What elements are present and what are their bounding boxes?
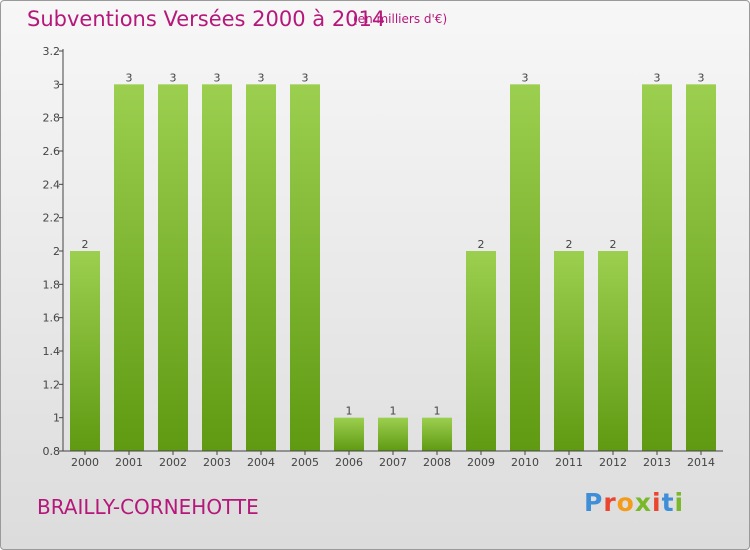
bar <box>642 84 672 451</box>
logo-letter: i <box>652 488 662 517</box>
bar <box>378 417 408 451</box>
x-tick-label: 2014 <box>687 456 715 469</box>
x-tick-label: 2000 <box>71 456 99 469</box>
bar <box>686 84 716 451</box>
x-tick-label: 2008 <box>423 456 451 469</box>
x-tick-label: 2006 <box>335 456 363 469</box>
data-label: 3 <box>170 71 177 84</box>
logo-letter: o <box>616 488 635 517</box>
y-tick-label: 2.4 <box>43 178 61 191</box>
logo-letter: x <box>634 488 652 517</box>
x-tick-label: 2004 <box>247 456 275 469</box>
y-tick-label: 1.2 <box>43 378 61 391</box>
y-tick-label: 1.8 <box>43 278 61 291</box>
bar <box>158 84 188 451</box>
x-tick-label: 2010 <box>511 456 539 469</box>
y-tick-label: 0.8 <box>43 445 61 458</box>
data-label: 1 <box>434 405 441 418</box>
bar <box>334 417 364 451</box>
bar <box>598 251 628 451</box>
x-tick-label: 2011 <box>555 456 583 469</box>
x-tick-label: 2013 <box>643 456 671 469</box>
bar <box>114 84 144 451</box>
x-tick-label: 2005 <box>291 456 319 469</box>
bar <box>70 251 100 451</box>
x-tick-label: 2003 <box>203 456 231 469</box>
data-label: 2 <box>610 238 617 251</box>
proxiti-logo: Proxiti <box>584 488 684 517</box>
x-tick-label: 2012 <box>599 456 627 469</box>
commune-name: BRAILLY-CORNEHOTTE <box>37 495 259 519</box>
bar-chart: 2 2000 3 2001 3 2002 3 2003 3 2004 3 2005 1 2006 1 2007… <box>43 45 723 469</box>
logo-letter: t <box>661 488 675 517</box>
logo-letter: r <box>603 488 617 517</box>
data-label: 3 <box>654 71 661 84</box>
bar <box>246 84 276 451</box>
data-label: 2 <box>566 238 573 251</box>
bar <box>554 251 584 451</box>
logo-letter: P <box>584 488 604 517</box>
data-label: 1 <box>390 405 397 418</box>
bar <box>290 84 320 451</box>
data-label: 3 <box>302 71 309 84</box>
y-tick-label: 2.6 <box>43 145 61 158</box>
x-tick-label: 2001 <box>115 456 143 469</box>
chart-title: Subventions Versées 2000 à 2014 <box>27 7 386 31</box>
data-label: 2 <box>82 238 89 251</box>
data-label: 3 <box>698 71 705 84</box>
x-tick-label: 2007 <box>379 456 407 469</box>
logo-letter: i <box>674 488 685 517</box>
data-label: 2 <box>478 238 485 251</box>
y-tick-label: 3 <box>53 78 60 91</box>
y-tick-label: 1.6 <box>43 312 61 325</box>
x-tick-label: 2002 <box>159 456 187 469</box>
x-tick-label: 2009 <box>467 456 495 469</box>
bar <box>510 84 540 451</box>
y-tick-label: 1.4 <box>43 345 61 358</box>
y-tick-label: 1 <box>53 412 60 425</box>
y-tick-label: 2.2 <box>43 212 61 225</box>
y-tick-label: 3.2 <box>43 45 61 58</box>
bar <box>422 417 452 451</box>
data-label: 3 <box>126 71 133 84</box>
bar <box>466 251 496 451</box>
y-tick-label: 2 <box>53 245 60 258</box>
data-label: 3 <box>214 71 221 84</box>
data-label: 3 <box>258 71 265 84</box>
bar <box>202 84 232 451</box>
chart-subtitle: (en milliers d'€) <box>353 12 448 26</box>
data-label: 3 <box>522 71 529 84</box>
data-label: 1 <box>346 405 353 418</box>
y-tick-label: 2.8 <box>43 112 61 125</box>
